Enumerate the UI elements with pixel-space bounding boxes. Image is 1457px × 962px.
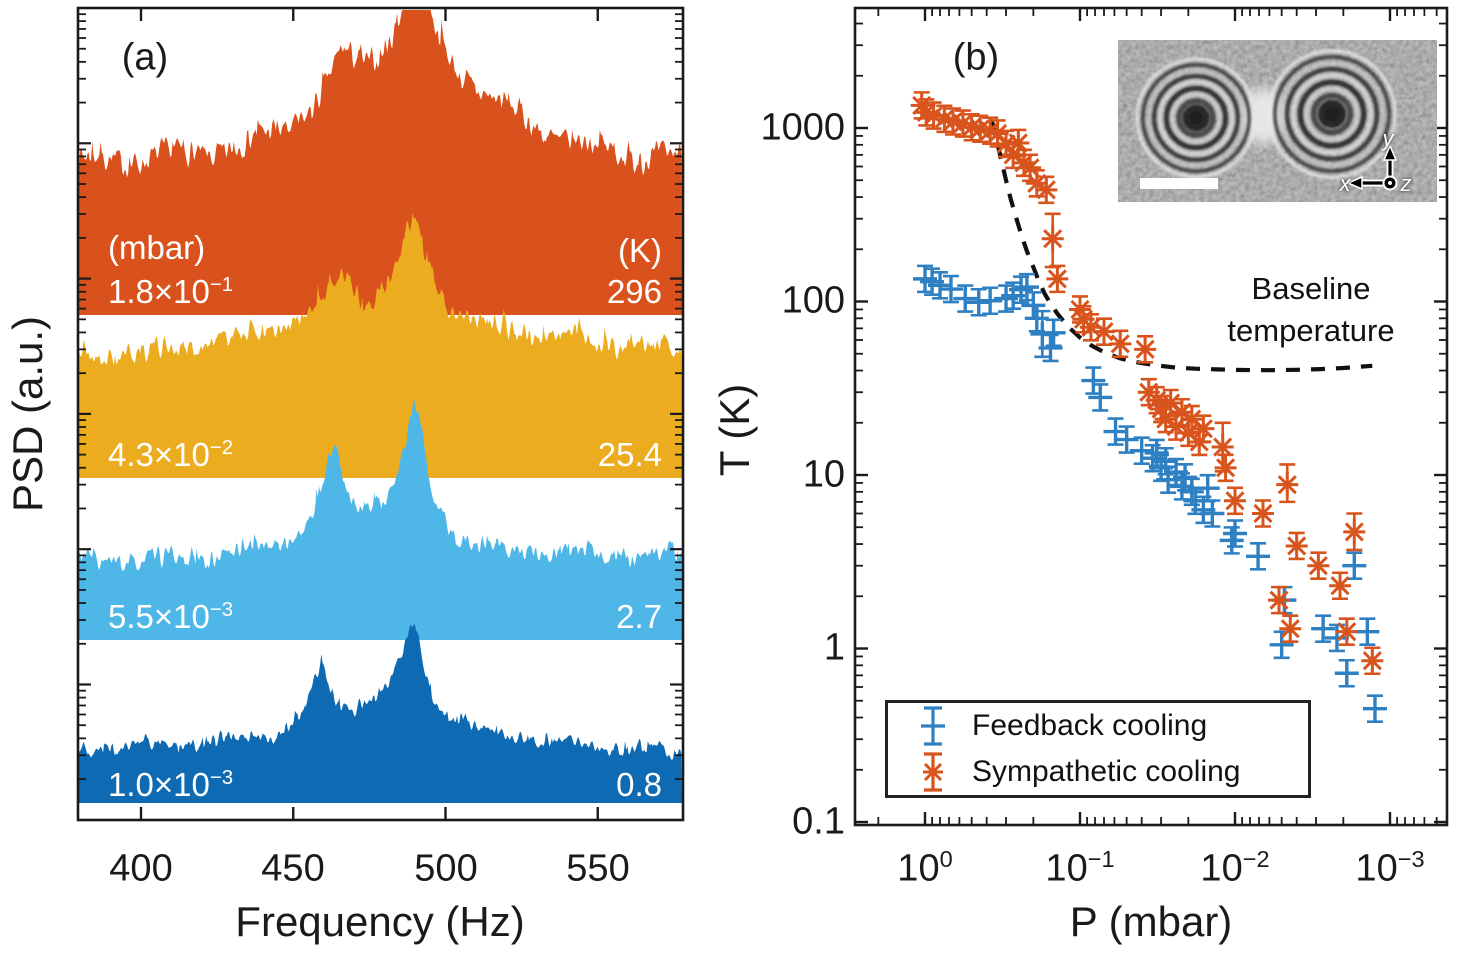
inset-axes-indicator xyxy=(1346,144,1398,191)
panel-b-x-tick-1e-1: 10−1 xyxy=(1045,845,1115,890)
panel-b-x-tick-1e0: 100 xyxy=(897,845,953,890)
feedback-cooling-marker-icon xyxy=(921,706,945,746)
panel-b-x-tick-1e-3: 10−3 xyxy=(1355,845,1425,890)
pressure-label-3: 1.0×10−3 xyxy=(108,766,234,803)
psd-spectrum-0.8K xyxy=(79,623,682,803)
panel-b-tag: (b) xyxy=(952,36,1000,79)
inset-scale-bar xyxy=(1140,178,1218,189)
temperature-value-3: 0.8 xyxy=(616,766,662,803)
panel-b-y-tick-100: 100 xyxy=(781,279,845,322)
panel-a-xlabel: Frequency (Hz) xyxy=(235,898,525,945)
legend-label: Sympathetic cooling xyxy=(972,755,1241,788)
series-feedback-cooling xyxy=(913,264,1387,723)
temperature-value-1: 25.4 xyxy=(597,436,662,473)
pressure-exp-0: −1 xyxy=(209,273,234,296)
particle-diffraction-rings xyxy=(1267,49,1397,179)
pressure-label-2: 5.5×10−3 xyxy=(108,598,234,635)
panel-a-x-tick-450: 450 xyxy=(261,847,325,890)
panel-b-y-tick-10: 10 xyxy=(802,453,845,496)
pressure-label-0: 1.8×10−1 xyxy=(108,273,234,310)
legend-item-feedback-cooling: Feedback cooling xyxy=(888,703,1308,749)
panel-b-axes-box xyxy=(853,6,1449,827)
panel-a-ylabel: PSD (a.u.) xyxy=(4,315,51,513)
series-sympathetic-cooling xyxy=(910,91,1384,676)
panel-b-y-tick-0p1: 0.1 xyxy=(792,800,845,843)
temperature-value-2: 2.7 xyxy=(616,598,662,635)
legend: Feedback cooling Sympathetic cooling xyxy=(885,700,1311,798)
legend-label: Feedback cooling xyxy=(972,709,1208,742)
temperature-header: (K) xyxy=(618,232,662,269)
panel-b-y-tick-1: 1 xyxy=(823,626,845,669)
panel-a-x-tick-550: 550 xyxy=(566,847,630,890)
inset-micrograph xyxy=(1118,40,1437,202)
panel-b-xlabel: P (mbar) xyxy=(1069,898,1233,945)
temperature-value-0: 296 xyxy=(606,273,662,310)
inset-axis-z-label: z xyxy=(1400,171,1412,196)
pressure-exp-2: −3 xyxy=(209,598,234,621)
baseline-temperature-curve xyxy=(989,120,1373,373)
panel-b-x-tick-1e-2: 10−2 xyxy=(1200,845,1270,890)
panel-a-tag: (a) xyxy=(121,36,169,79)
panel-b-y-tick-1000: 1000 xyxy=(760,106,845,149)
pressure-exp-1: −2 xyxy=(209,436,234,459)
particle-diffraction-rings xyxy=(1135,57,1257,179)
panel-a-x-tick-500: 500 xyxy=(414,847,478,890)
inset-axis-x-label: x xyxy=(1339,171,1351,196)
panel-b-ylabel: T (K) xyxy=(711,383,758,477)
legend-item-sympathetic-cooling: Sympathetic cooling xyxy=(888,749,1308,795)
sympathetic-cooling-marker-icon xyxy=(923,752,943,792)
pressure-label-1: 4.3×10−2 xyxy=(108,436,234,473)
psd-spectrum-25.4K xyxy=(79,212,682,478)
pressure-header: (mbar) xyxy=(108,229,206,266)
pressure-exp-3: −3 xyxy=(209,766,234,789)
baseline-temperature-label: Baseline temperature xyxy=(1227,271,1395,348)
psd-spectrum-296K xyxy=(79,10,682,315)
inset-axis-y-label: y xyxy=(1382,126,1394,151)
panel-a-x-tick-400: 400 xyxy=(109,847,173,890)
psd-spectrum-2.7K xyxy=(79,398,682,640)
